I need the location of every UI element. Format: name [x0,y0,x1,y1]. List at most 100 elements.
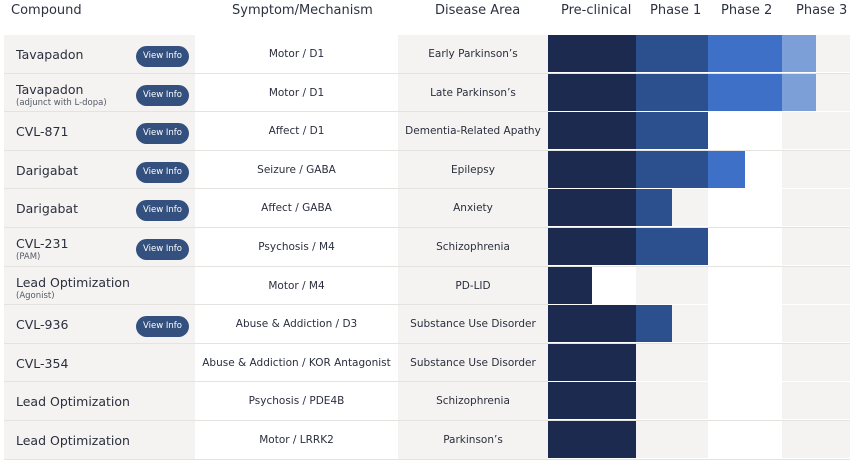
table-row: Lead Optimization Motor / LRRK2 Parkinson’… [4,421,850,460]
table-header: Compound Symptom/Mechanism Disease Area … [0,0,853,24]
table-row: Darigabat View Info Affect / GABA Anxiety [4,189,850,228]
progress-segment-phase1 [636,228,708,265]
view-info-button[interactable]: View Info [136,46,189,67]
header-disease: Disease Area [435,3,521,18]
table-row: Darigabat View Info Seizure / GABA Epilepsy [4,150,850,190]
column-symptom-bg [195,35,398,460]
table-row: CVL-354 Abuse & Addiction / KOR Antagonis… [4,343,850,383]
column-disease-bg [398,35,548,460]
progress-segment-preclinical [548,73,636,111]
row-divider [4,381,850,383]
progress-bar [548,189,850,228]
compound-subtitle: (Agonist) [16,290,55,301]
disease-area: Early Parkinson’s [428,48,518,60]
row-divider [4,72,850,74]
symptom-mechanism: Psychosis / PDE4B [248,395,345,408]
view-info-button[interactable]: View Info [136,161,189,183]
compound-name: Lead Optimization [16,433,130,448]
disease-area: Substance Use Disorder [410,318,536,331]
pipeline-table: Tavapadon View Info Motor / D1 Early Parkin… [4,35,850,460]
progress-segment-preclinical [548,343,636,381]
row-divider [4,419,850,421]
symptom-mechanism: Affect / GABA [261,202,332,215]
compound-name: Lead Optimization [16,394,130,410]
disease-area: Parkinson’s [443,434,503,446]
progress-segment-phase2 [708,150,745,188]
progress-bar [548,305,850,344]
progress-segment-preclinical [548,305,636,343]
view-info-button[interactable]: View Info [136,239,189,260]
symptom-mechanism: Seizure / GABA [257,163,336,176]
progress-segment-phase1 [636,150,708,188]
compound-name: Darigabat [16,201,78,217]
table-row: Tavapadon View Info Motor / D1 Early Parkin… [4,35,850,74]
symptom-mechanism: Motor / LRRK2 [259,434,334,446]
disease-area: Schizophrenia [436,395,510,408]
view-info-button[interactable]: View Info [136,84,189,106]
table-row: CVL-936 View Info Abuse & Addiction / D3 Su… [4,305,850,344]
progress-segment-phase3 [782,73,816,111]
header-preclinical: Pre-clinical [561,3,632,18]
compound-subtitle: (PAM) [16,252,41,262]
table-row: CVL-231 (PAM) View Info Psychosis / M4 Schiz… [4,228,850,267]
progress-segment-phase2 [708,73,782,111]
progress-segment-preclinical [548,228,636,265]
row-divider [4,458,850,460]
progress-bar [548,150,850,189]
compound-subtitle: (adjunct with L-dopa) [16,97,107,108]
view-info-button[interactable]: View Info [136,316,189,338]
table-row: Lead Optimization Psychosis / PDE4B Schizo… [4,382,850,421]
progress-bar [548,266,850,305]
row-divider [4,304,850,306]
progress-bar [548,112,850,151]
progress-segment-phase1 [636,112,708,150]
header-compound: Compound [11,3,82,18]
progress-bar [548,228,850,266]
symptom-mechanism: Abuse & Addiction / KOR Antagonist [202,356,391,369]
disease-area: Schizophrenia [436,241,510,253]
compound-name: CVL-231 [16,236,69,251]
symptom-mechanism: Affect / D1 [268,125,325,138]
progress-segment-preclinical [548,266,592,304]
progress-bar [548,73,850,112]
header-phase1: Phase 1 [650,3,702,18]
table-row: Tavapadon (adjunct with L-dopa) View Info M… [4,73,850,113]
progress-segment-phase1 [636,305,672,343]
progress-segment-phase1 [636,73,708,111]
row-divider [4,226,850,228]
disease-area: Late Parkinson’s [430,86,516,99]
table-row: Lead Optimization (Agonist) Motor / M4 PD-L… [4,266,850,306]
progress-segment-preclinical [548,421,636,458]
view-info-button[interactable]: View Info [136,123,189,145]
symptom-mechanism: Motor / D1 [268,86,325,99]
progress-segment-preclinical [548,112,636,150]
row-divider [4,265,850,267]
progress-segment-phase1 [636,189,672,227]
symptom-mechanism: Motor / D1 [268,48,325,60]
progress-bar [548,382,850,421]
progress-segment-preclinical [548,189,636,227]
table-row: CVL-871 View Info Affect / D1 Dementia-Rela… [4,112,850,151]
progress-segment-phase1 [636,35,708,72]
disease-area: Epilepsy [451,163,495,176]
compound-name: Tavapadon [16,47,84,62]
view-info-button[interactable]: View Info [136,200,189,222]
disease-area: PD-LID [455,279,491,292]
compound-name: Lead Optimization [16,274,130,290]
compound-name: CVL-354 [16,355,69,371]
progress-bar [548,35,850,73]
disease-area: Substance Use Disorder [410,356,536,369]
progress-segment-preclinical [548,150,636,188]
symptom-mechanism: Motor / M4 [268,279,325,292]
compound-name: Tavapadon [16,81,84,97]
disease-area: Dementia-Related Apathy [405,125,541,138]
compound-name: Darigabat [16,162,78,178]
header-symptom: Symptom/Mechanism [232,3,373,18]
row-divider [4,188,850,190]
row-divider [4,111,850,113]
progress-segment-phase3 [782,35,816,72]
compound-name: CVL-936 [16,317,69,333]
progress-segment-preclinical [548,382,636,420]
disease-area: Anxiety [453,202,493,215]
header-phase2: Phase 2 [721,3,773,18]
